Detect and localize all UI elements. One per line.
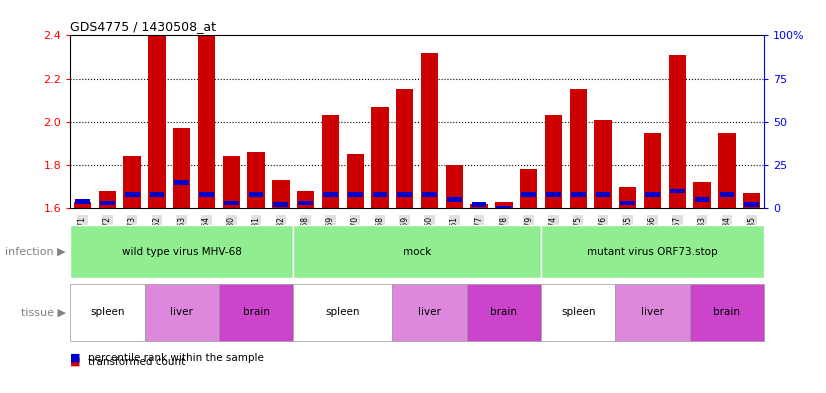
Bar: [125, 192, 140, 197]
Bar: [570, 89, 587, 208]
Bar: [397, 192, 412, 197]
Bar: [273, 202, 288, 207]
Bar: [546, 192, 561, 197]
Bar: [373, 192, 387, 197]
Text: GDS4775 / 1430508_at: GDS4775 / 1430508_at: [70, 20, 216, 33]
Bar: [719, 192, 734, 197]
Bar: [620, 187, 637, 208]
Bar: [496, 206, 511, 211]
Text: tissue ▶: tissue ▶: [21, 307, 66, 318]
Text: mutant virus ORF73.stop: mutant virus ORF73.stop: [587, 246, 718, 257]
Text: ■: ■: [70, 353, 81, 363]
Text: spleen: spleen: [561, 307, 596, 318]
Bar: [70, 284, 145, 341]
Bar: [347, 154, 364, 208]
Bar: [421, 53, 439, 208]
Bar: [124, 156, 141, 208]
Bar: [145, 284, 219, 341]
Bar: [694, 182, 710, 208]
Bar: [70, 225, 293, 278]
Text: ■: ■: [70, 356, 81, 367]
Bar: [690, 284, 764, 341]
Bar: [219, 284, 293, 341]
Bar: [520, 169, 537, 208]
Bar: [521, 192, 536, 197]
Text: infection ▶: infection ▶: [6, 246, 66, 257]
Bar: [293, 225, 541, 278]
Bar: [422, 192, 437, 197]
Bar: [467, 284, 541, 341]
Bar: [496, 202, 512, 208]
Bar: [348, 192, 363, 197]
Text: brain: brain: [714, 307, 740, 318]
Bar: [99, 191, 116, 208]
Text: spleen: spleen: [325, 307, 360, 318]
Bar: [173, 128, 191, 208]
Text: liver: liver: [170, 307, 193, 318]
Bar: [248, 152, 265, 208]
Bar: [541, 284, 615, 341]
Bar: [100, 201, 115, 206]
Text: transformed count: transformed count: [88, 356, 186, 367]
Bar: [322, 116, 339, 208]
Bar: [644, 132, 661, 208]
Bar: [670, 189, 685, 193]
Bar: [541, 225, 764, 278]
Bar: [695, 197, 710, 202]
Bar: [719, 132, 736, 208]
Bar: [198, 35, 216, 208]
Bar: [743, 193, 760, 208]
Text: percentile rank within the sample: percentile rank within the sample: [88, 353, 264, 363]
Bar: [150, 192, 164, 197]
Bar: [249, 192, 263, 197]
Text: spleen: spleen: [90, 307, 125, 318]
Bar: [744, 202, 759, 207]
Bar: [293, 284, 392, 341]
Bar: [323, 192, 338, 197]
Bar: [472, 202, 487, 207]
Text: liver: liver: [641, 307, 664, 318]
Bar: [396, 89, 414, 208]
Bar: [224, 201, 239, 206]
Bar: [596, 192, 610, 197]
Bar: [74, 202, 92, 208]
Bar: [297, 191, 314, 208]
Bar: [149, 35, 166, 208]
Bar: [446, 165, 463, 208]
Bar: [620, 201, 635, 206]
Bar: [174, 180, 189, 185]
Bar: [298, 201, 313, 206]
Bar: [595, 119, 611, 208]
Bar: [273, 180, 290, 208]
Bar: [571, 192, 586, 197]
Bar: [545, 116, 563, 208]
Text: brain: brain: [243, 307, 269, 318]
Bar: [645, 192, 660, 197]
Bar: [615, 284, 690, 341]
Bar: [669, 55, 686, 208]
Text: wild type virus MHV-68: wild type virus MHV-68: [121, 246, 242, 257]
Bar: [447, 197, 462, 202]
Bar: [199, 192, 214, 197]
Bar: [471, 204, 487, 208]
Bar: [392, 284, 467, 341]
Text: brain: brain: [491, 307, 517, 318]
Bar: [372, 107, 389, 208]
Bar: [223, 156, 240, 208]
Bar: [75, 199, 90, 204]
Text: mock: mock: [403, 246, 431, 257]
Text: liver: liver: [418, 307, 441, 318]
